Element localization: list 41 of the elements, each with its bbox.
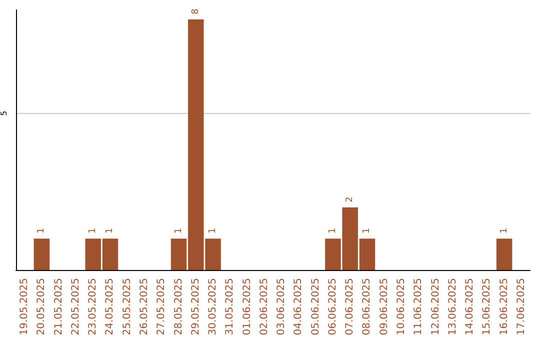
- data-label: 1: [88, 228, 98, 234]
- x-tick-label: 19.05.2025: [19, 278, 30, 336]
- x-tick-label: 24.05.2025: [104, 278, 116, 336]
- x-tick-label: 15.06.2025: [482, 278, 493, 336]
- x-tick-label: 29.05.2025: [190, 278, 202, 336]
- x-tick-label: 30.05.2025: [208, 278, 219, 336]
- data-label: 2: [345, 196, 356, 202]
- data-label: 1: [36, 228, 47, 234]
- y-tick-label: 5: [0, 110, 8, 116]
- x-tick-label: 11.06.2025: [413, 278, 424, 336]
- x-tick-label: 03.06.2025: [276, 278, 288, 336]
- x-tick-label: 01.06.2025: [242, 278, 253, 336]
- x-tick-label: 06.06.2025: [327, 278, 338, 336]
- data-label: 1: [499, 228, 510, 234]
- x-tick-label: 27.05.2025: [156, 278, 168, 336]
- x-tick-label: 10.06.2025: [396, 278, 407, 336]
- x-tick-label: 07.06.2025: [344, 278, 356, 336]
- x-tick-label: 20.05.2025: [36, 278, 48, 336]
- data-label: 1: [208, 228, 218, 234]
- x-tick-label: 02.06.2025: [258, 278, 270, 336]
- data-label: 1: [328, 228, 338, 234]
- x-tick-label: 28.05.2025: [173, 278, 184, 336]
- x-tick-label: 21.05.2025: [53, 278, 64, 336]
- x-tick-label: 13.06.2025: [447, 278, 458, 336]
- x-tick-label: 26.05.2025: [139, 278, 150, 336]
- x-tick-label: 08.06.2025: [362, 278, 373, 336]
- x-tick-label: 05.06.2025: [310, 278, 322, 336]
- x-tick-label: 16.06.2025: [498, 278, 510, 336]
- x-tick-label: 12.06.2025: [430, 278, 442, 336]
- x-tick-label: 17.06.2025: [516, 278, 527, 336]
- data-label: 1: [105, 228, 116, 234]
- data-label: 1: [174, 228, 184, 234]
- x-tick-label: 09.06.2025: [378, 278, 390, 336]
- x-tick-label: 31.05.2025: [224, 278, 236, 336]
- x-tick-label: 25.05.2025: [122, 278, 133, 336]
- data-label: 8: [190, 8, 201, 14]
- x-tick-label: 22.05.2025: [70, 278, 82, 336]
- x-tick-label: 23.05.2025: [88, 278, 99, 336]
- data-label: 1: [362, 228, 372, 234]
- x-tick-label: 14.06.2025: [464, 278, 476, 336]
- x-tick-label: 04.06.2025: [293, 278, 304, 336]
